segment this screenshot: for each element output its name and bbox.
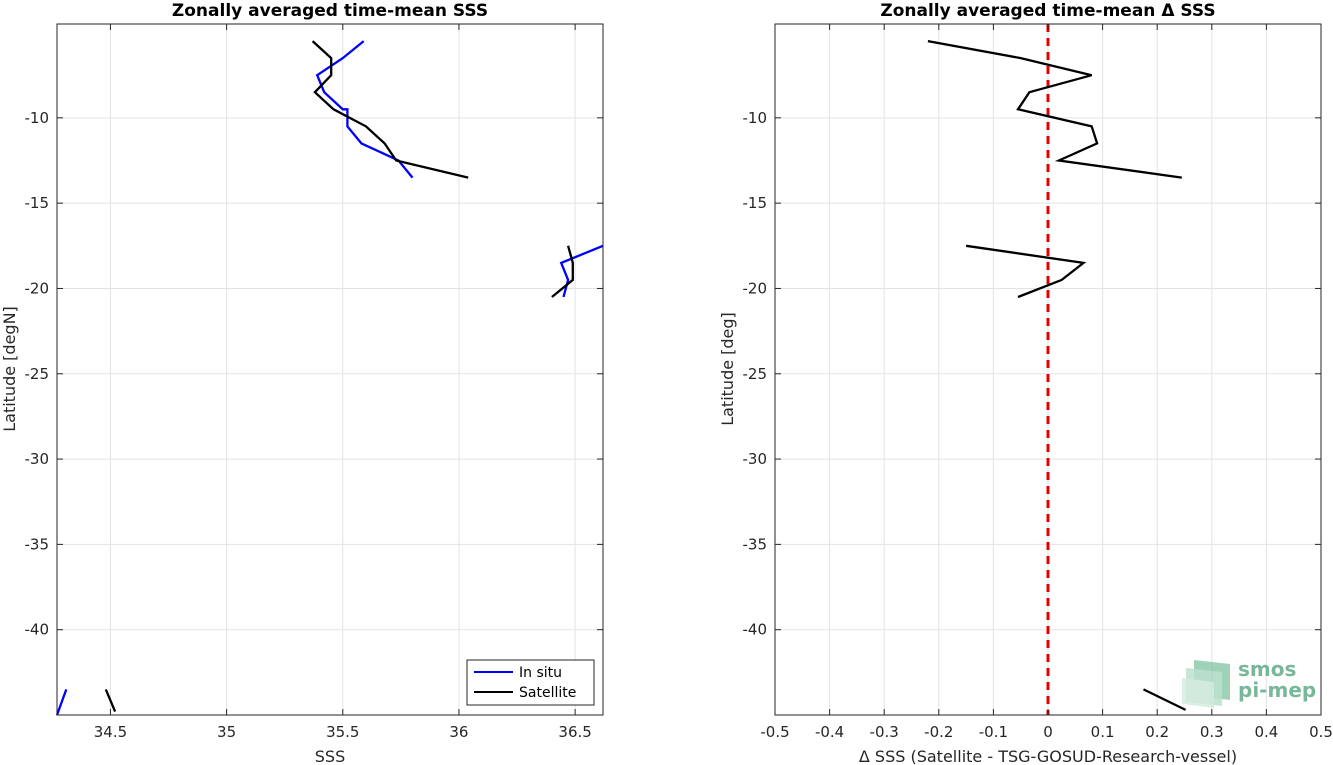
satellite-line: [551, 245, 574, 298]
x-tick-label: 36: [449, 723, 468, 741]
sss-legend: In situ Satellite: [466, 659, 595, 706]
y-tick-label: -25: [25, 365, 50, 383]
in-situ-line: [55, 689, 68, 716]
smos-pi-mep-logo: smos pi-mep: [1182, 657, 1316, 708]
delta-sss-line: [1142, 688, 1187, 711]
satellite-line: [104, 688, 117, 713]
x-tick-label: 0.2: [1145, 723, 1169, 741]
sss-y-axis-label: Latitude [degN]: [0, 306, 19, 432]
delta-sss-line: [965, 244, 1087, 299]
delta-lines: [927, 24, 1187, 715]
x-tick-label: 0: [1043, 723, 1053, 741]
sss-panel: 34.5 35 35.5 36 36.5 -10 -15 -20 -25 -30 -35 -40 Zo…: [0, 1, 604, 765]
y-tick-label: -35: [743, 535, 768, 553]
y-tick-label: -20: [743, 279, 768, 297]
y-tick-label: -30: [743, 450, 768, 468]
logo-mark: [1182, 660, 1230, 708]
delta-x-axis-label: Δ SSS (Satellite - TSG-GOSUD-Research-ve…: [859, 747, 1237, 765]
sss-x-axis-label: SSS: [315, 747, 345, 765]
y-tick-label: -25: [743, 365, 768, 383]
in-situ-line: [315, 40, 414, 179]
x-tick-label: 0.4: [1254, 723, 1278, 741]
sss-chart-title: Zonally averaged time-mean SSS: [172, 1, 488, 21]
logo-text-pi-mep: pi-mep: [1238, 678, 1316, 702]
legend-label-in-situ: In situ: [519, 665, 562, 681]
sss-ticks: 34.5 35 35.5 36 36.5 -10 -15 -20 -25 -30 -35 -40: [25, 24, 603, 741]
x-tick-label: 35.5: [326, 723, 359, 741]
y-tick-label: -20: [25, 279, 50, 297]
delta-y-axis-label: Latitude [deg]: [718, 312, 737, 426]
y-tick-label: -15: [743, 194, 768, 212]
x-tick-label: 35: [217, 723, 236, 741]
delta-grid: [774, 24, 1322, 715]
legend-box: [466, 659, 595, 706]
x-tick-label: 0.1: [1091, 723, 1115, 741]
x-tick-label: 0.5: [1309, 723, 1333, 741]
delta-chart-title: Zonally averaged time-mean Δ SSS: [880, 1, 1215, 21]
y-tick-label: -35: [25, 535, 50, 553]
in-situ-line: [559, 244, 604, 298]
y-tick-label: -15: [25, 194, 50, 212]
legend-label-satellite: Satellite: [519, 685, 576, 701]
delta-ticks: -0.5 -0.4 -0.3 -0.2 -0.1 0 0.1 0.2 0.3 0.4 0.5 -10 -…: [743, 24, 1333, 741]
y-tick-label: -40: [743, 621, 768, 639]
x-tick-label: -0.4: [815, 723, 844, 741]
sss-grid: [57, 24, 603, 715]
sss-lines: [55, 40, 604, 716]
x-tick-label: 0.3: [1200, 723, 1224, 741]
y-tick-label: -10: [25, 109, 50, 127]
satellite-line: [311, 40, 469, 179]
sss-plot-area: [57, 24, 603, 715]
x-tick-label: 34.5: [94, 723, 127, 741]
x-tick-label: -0.3: [870, 723, 899, 741]
sss-axes-box: [56, 23, 604, 716]
x-tick-label: -0.1: [979, 723, 1008, 741]
logo-text-smos: smos: [1238, 657, 1296, 681]
x-tick-label: -0.5: [760, 723, 789, 741]
y-tick-label: -10: [743, 109, 768, 127]
x-tick-label: -0.2: [924, 723, 953, 741]
delta-sss-panel: -0.5 -0.4 -0.3 -0.2 -0.1 0 0.1 0.2 0.3 0.4 0.5 -10 -…: [718, 1, 1333, 765]
delta-sss-line: [927, 39, 1182, 179]
x-tick-label: 36.5: [558, 723, 591, 741]
y-tick-label: -40: [25, 621, 50, 639]
y-tick-label: -30: [25, 450, 50, 468]
